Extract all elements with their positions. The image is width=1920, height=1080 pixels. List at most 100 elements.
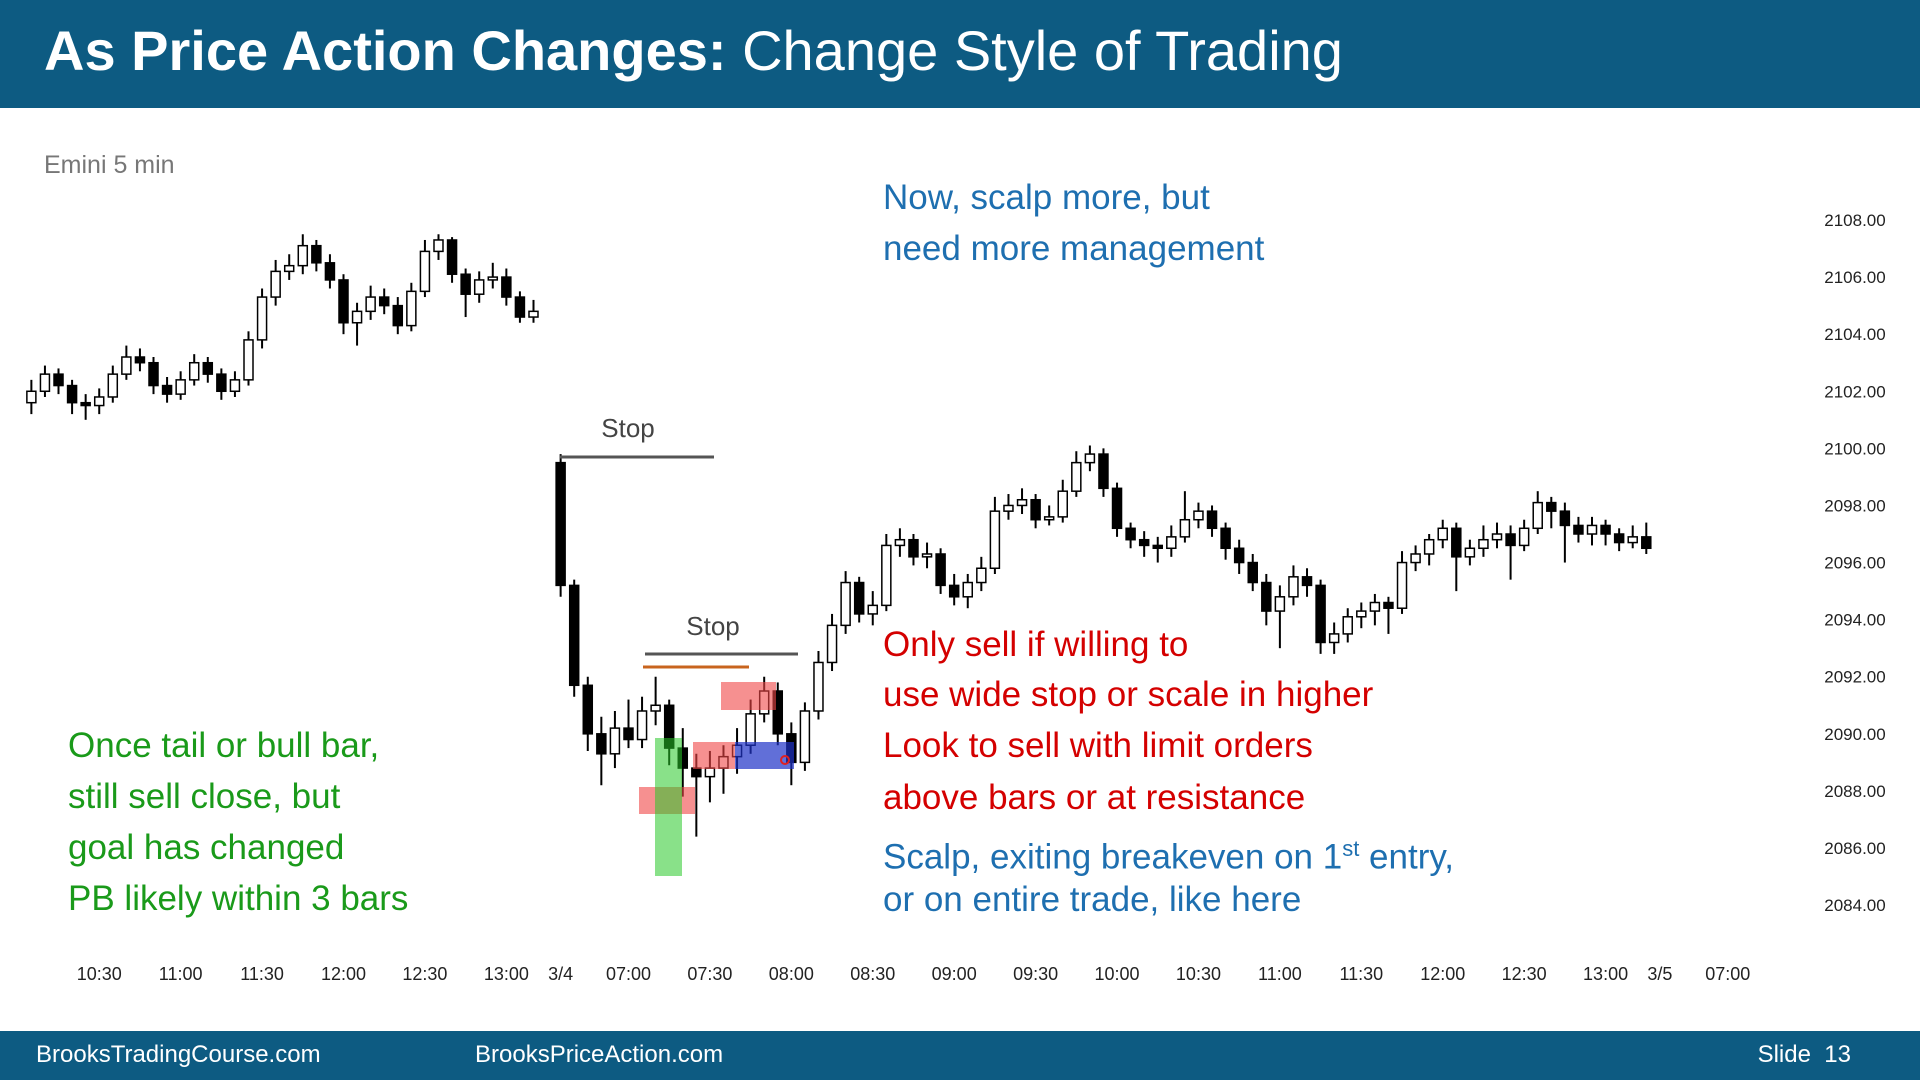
subtitle: Emini 5 min bbox=[44, 151, 175, 179]
candle-body bbox=[1111, 487, 1123, 530]
candle-body bbox=[799, 710, 811, 764]
candle-body bbox=[53, 373, 64, 387]
candle-body bbox=[365, 296, 376, 313]
candle-body bbox=[1586, 524, 1598, 535]
candle-body bbox=[392, 304, 404, 327]
x-tick-label: 07:30 bbox=[687, 964, 732, 984]
candle-body bbox=[1627, 536, 1638, 544]
candle-body bbox=[460, 273, 471, 295]
candle-body bbox=[1125, 527, 1136, 541]
candle-body bbox=[256, 296, 268, 341]
y-tick-label: 2092.00 bbox=[1824, 668, 1885, 687]
y-tick-label: 2088.00 bbox=[1824, 782, 1885, 801]
candle-body bbox=[311, 244, 322, 264]
candle-body bbox=[1478, 538, 1489, 550]
candle-body bbox=[650, 704, 661, 712]
candle-body bbox=[1206, 510, 1218, 530]
candle-body bbox=[514, 296, 526, 318]
candle-body bbox=[1315, 584, 1326, 644]
candle-body bbox=[867, 604, 879, 615]
candle-body bbox=[555, 461, 566, 587]
note-line: Now, scalp more, but bbox=[883, 178, 1210, 217]
candle-body bbox=[324, 262, 336, 281]
candle-body bbox=[1301, 576, 1313, 587]
candle-body bbox=[1288, 576, 1299, 598]
candle-body bbox=[1057, 490, 1068, 518]
candle-body bbox=[948, 584, 960, 598]
y-tick-label: 2096.00 bbox=[1824, 554, 1885, 573]
candle-body bbox=[962, 581, 974, 598]
candle-body bbox=[297, 244, 309, 267]
candle-body bbox=[66, 384, 78, 404]
candle-body bbox=[1573, 524, 1584, 535]
note-line: Scalp, exiting breakeven on 1st entry, bbox=[883, 823, 1454, 883]
x-tick-label: 12:00 bbox=[321, 964, 366, 984]
candles bbox=[26, 234, 1652, 837]
note-line: PB likely within 3 bars bbox=[68, 879, 409, 918]
x-tick-label: 09:30 bbox=[1013, 964, 1058, 984]
x-tick-label: 3/4 bbox=[548, 964, 573, 984]
candle-body bbox=[1464, 547, 1476, 558]
candle-body bbox=[935, 553, 946, 587]
candle-body bbox=[1505, 533, 1516, 547]
annotation-shapes: Stop Stop bbox=[560, 413, 798, 876]
candle-body bbox=[772, 690, 784, 735]
x-tick-label: 12:30 bbox=[1502, 964, 1547, 984]
note-text: Scalp, exiting breakeven on 1 bbox=[883, 837, 1343, 877]
note-line: or on entire trade, like here bbox=[883, 880, 1302, 919]
candle-body bbox=[39, 373, 51, 393]
note-line: Once tail or bull bar, bbox=[68, 726, 380, 765]
candle-body bbox=[1016, 498, 1028, 507]
candle-body bbox=[1084, 453, 1096, 464]
candle-body bbox=[107, 373, 119, 398]
candle-body bbox=[976, 567, 987, 584]
marker bbox=[780, 755, 790, 765]
candle-body bbox=[1138, 538, 1150, 547]
title: As Price Action Changes: Change Style of… bbox=[44, 18, 1343, 83]
header: As Price Action Changes: Change Style of… bbox=[0, 0, 1920, 108]
candle-body bbox=[419, 250, 431, 293]
note-line: goal has changed bbox=[68, 828, 345, 867]
x-tick-label: 09:00 bbox=[932, 964, 977, 984]
candle-body bbox=[501, 276, 512, 298]
candle-body bbox=[813, 661, 824, 712]
candle-body bbox=[1369, 601, 1381, 612]
candle-body bbox=[1451, 527, 1462, 558]
candle-body bbox=[989, 510, 1001, 570]
red-box bbox=[721, 682, 776, 710]
candle-body bbox=[908, 538, 919, 558]
candle-body bbox=[1546, 501, 1557, 512]
candle-body bbox=[1003, 504, 1014, 512]
candle-body bbox=[636, 710, 648, 741]
y-tick-label: 2084.00 bbox=[1824, 896, 1885, 915]
candle-body bbox=[1030, 498, 1041, 521]
candle-body bbox=[26, 390, 37, 404]
candle-body bbox=[691, 767, 702, 778]
y-tick-label: 2106.00 bbox=[1824, 268, 1885, 287]
x-tick-label: 10:30 bbox=[1176, 964, 1221, 984]
note-text: entry, bbox=[1359, 837, 1454, 877]
candle-body bbox=[134, 356, 146, 364]
candle-body bbox=[1423, 538, 1435, 555]
candle-body bbox=[378, 296, 390, 307]
candle-body bbox=[894, 538, 906, 547]
chart: Stop Stop 2084.00 2086.00 2088.00 2090.00 20… bbox=[26, 211, 1886, 984]
candle-body bbox=[1600, 524, 1611, 535]
y-tick-label: 2100.00 bbox=[1824, 439, 1885, 458]
candle-body bbox=[202, 361, 214, 375]
candle-body bbox=[1071, 461, 1082, 492]
candle-body bbox=[1342, 616, 1353, 635]
candle-body bbox=[1518, 527, 1530, 547]
note-line: Look to sell with limit orders bbox=[883, 726, 1313, 765]
candle-body bbox=[487, 276, 499, 281]
candle-body bbox=[283, 264, 295, 273]
candle-body bbox=[121, 356, 132, 375]
candle-body bbox=[1396, 561, 1408, 609]
candle-body bbox=[568, 584, 580, 687]
footer: BrooksTradingCourse.com BrooksPriceActio… bbox=[0, 1031, 1920, 1080]
candle-body bbox=[188, 361, 200, 381]
x-tick-label: 10:00 bbox=[1095, 964, 1140, 984]
title-bold: As Price Action Changes: bbox=[44, 19, 727, 82]
candle-body bbox=[1247, 561, 1258, 584]
